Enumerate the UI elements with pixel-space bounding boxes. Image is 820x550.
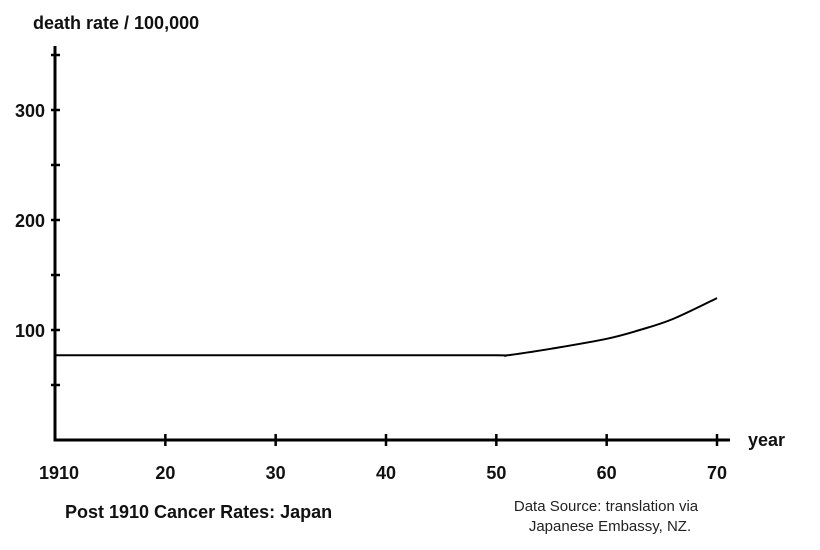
axes	[53, 46, 730, 442]
x-tick-label: 30	[266, 463, 286, 483]
y-tick-label: 100	[15, 321, 45, 341]
series	[54, 297, 718, 357]
x-tick-label: 20	[155, 463, 175, 483]
chart-title: Post 1910 Cancer Rates: Japan	[65, 502, 332, 522]
x-ticks: 1910 20 30 40 50 60 70	[39, 434, 727, 483]
x-tick-label: 70	[707, 463, 727, 483]
y-tick-label: 300	[15, 101, 45, 121]
source-line-2: Japanese Embassy, NZ.	[529, 518, 691, 535]
y-axis-label: death rate / 100,000	[33, 13, 199, 33]
x-axis-label: year	[748, 430, 785, 450]
source-line-1: Data Source: translation via	[514, 498, 699, 515]
y-ticks: 100 200 300	[15, 53, 60, 387]
series-line	[54, 297, 718, 357]
x-tick-label: 40	[376, 463, 396, 483]
x-tick-label: 50	[486, 463, 506, 483]
y-tick-label: 200	[15, 211, 45, 231]
x-tick-label: 60	[597, 463, 617, 483]
x-tick-label: 1910	[39, 463, 79, 483]
